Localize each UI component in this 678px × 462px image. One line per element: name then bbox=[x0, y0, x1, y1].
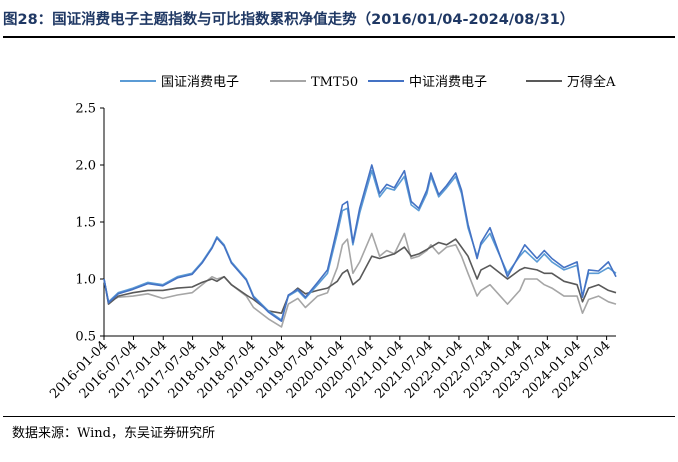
bottom-rule bbox=[3, 416, 675, 417]
series-lines bbox=[103, 164, 617, 328]
y-tick-label: 2.0 bbox=[75, 159, 96, 174]
y-tick-label: 1.5 bbox=[75, 216, 96, 231]
y-axis: 0.5 1.0 1.5 2.0 2.5 bbox=[75, 102, 105, 345]
legend: 国证消费电子 TMT50 中证消费电子 万得全A bbox=[120, 74, 616, 90]
series-line-0 bbox=[103, 169, 617, 321]
y-tick-label: 1.0 bbox=[75, 273, 96, 288]
y-tick-label: 0.5 bbox=[75, 330, 96, 345]
series-line-1 bbox=[103, 232, 617, 328]
x-axis: 2016-01-042016-07-042017-01-042017-07-04… bbox=[47, 335, 616, 402]
legend-label-2: 中证消费电子 bbox=[409, 75, 487, 90]
series-line-3 bbox=[103, 238, 617, 314]
top-rule bbox=[3, 36, 675, 38]
legend-label-0: 国证消费电子 bbox=[161, 75, 239, 90]
legend-label-3: 万得全A bbox=[567, 74, 616, 90]
line-chart: 国证消费电子 TMT50 中证消费电子 万得全A 0.5 1.0 1.5 2.0 2.5 20… bbox=[47, 74, 617, 402]
y-tick-label: 2.5 bbox=[75, 102, 96, 117]
chart-title: 图28：国证消费电子主题指数与可比指数累积净值走势（2016/01/04-202… bbox=[3, 12, 575, 28]
series-line-2 bbox=[103, 164, 617, 322]
legend-label-1: TMT50 bbox=[311, 75, 358, 90]
source-note: 数据来源：Wind，东吴证券研究所 bbox=[12, 426, 215, 441]
